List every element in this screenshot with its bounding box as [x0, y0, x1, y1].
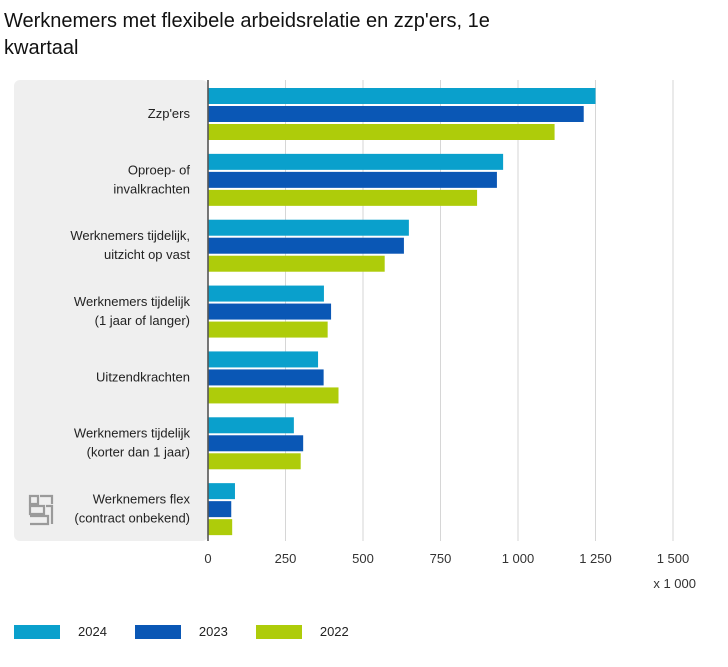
x-tick-label: 1 500 — [657, 551, 690, 566]
x-tick-label: 250 — [275, 551, 297, 566]
category-label: Werknemers flex (contract onbekend) — [74, 492, 190, 526]
bar-2023[interactable] — [208, 369, 324, 386]
category-panel — [14, 80, 208, 541]
bar-chart: Zzp'ers Oproep- of invalkrachten Werknemers… — [14, 80, 696, 591]
bar-2024[interactable] — [208, 88, 596, 104]
x-tick-label: 0 — [204, 551, 211, 566]
legend-swatch-2023 — [134, 624, 181, 639]
bar-2024[interactable] — [208, 153, 504, 170]
bar-2024[interactable] — [208, 417, 294, 434]
x-tick-label: 500 — [352, 551, 374, 566]
bar-2024[interactable] — [208, 219, 409, 236]
bars — [208, 88, 596, 536]
x-tick-label: 750 — [430, 551, 452, 566]
category-label: Oproep- of invalkrachten — [113, 162, 190, 196]
bar-2023[interactable] — [208, 303, 332, 320]
category-label: Werknemers tijdelijk (korter dan 1 jaar) — [74, 426, 191, 460]
legend-item-2022[interactable]: 2022 — [255, 624, 349, 639]
bar-2022[interactable] — [208, 189, 478, 206]
cbs-logo — [28, 494, 54, 526]
legend-label-2022: 2022 — [319, 624, 349, 639]
chart-title: Werknemers met flexibele arbeidsrelatie … — [4, 10, 490, 59]
bar-2024[interactable] — [208, 483, 235, 500]
category-labels: Zzp'ers Oproep- of invalkrachten Werknemers… — [70, 106, 190, 526]
legend-swatch-2022 — [255, 624, 302, 639]
bar-2022[interactable] — [208, 453, 301, 470]
x-tick-label: 1 250 — [579, 551, 612, 566]
x-tick-labels: 0 250 500 750 1 000 1 250 1 500 — [204, 551, 689, 566]
bar-2023[interactable] — [208, 237, 404, 254]
gridlines — [285, 80, 674, 541]
bar-2022[interactable] — [208, 321, 328, 338]
category-label: Uitzendkrachten — [96, 369, 190, 384]
legend-item-2023[interactable]: 2023 — [134, 624, 228, 639]
legend-label-2023: 2023 — [198, 624, 228, 639]
x-tick-label: 1 000 — [502, 551, 535, 566]
legend-label-2024: 2024 — [78, 624, 107, 639]
bar-2023[interactable] — [208, 501, 232, 518]
legend-swatch-2024 — [14, 624, 60, 639]
bar-2022[interactable] — [208, 124, 555, 140]
category-label: Zzp'ers — [148, 106, 191, 121]
bar-2022[interactable] — [208, 519, 233, 536]
legend: 2024 2023 2022 — [14, 624, 377, 639]
x-unit-label: x 1 000 — [653, 576, 696, 591]
bar-2023[interactable] — [208, 106, 584, 122]
bar-2023[interactable] — [208, 171, 497, 188]
legend-item-2024[interactable]: 2024 — [14, 624, 107, 639]
bar-2023[interactable] — [208, 435, 304, 452]
bar-2024[interactable] — [208, 351, 319, 368]
bar-2022[interactable] — [208, 387, 339, 404]
bar-2022[interactable] — [208, 255, 385, 272]
category-label: Werknemers tijdelijk, uitzicht op vast — [70, 228, 190, 262]
category-label: Werknemers tijdelijk (1 jaar of langer) — [74, 294, 191, 328]
bar-2024[interactable] — [208, 285, 324, 302]
